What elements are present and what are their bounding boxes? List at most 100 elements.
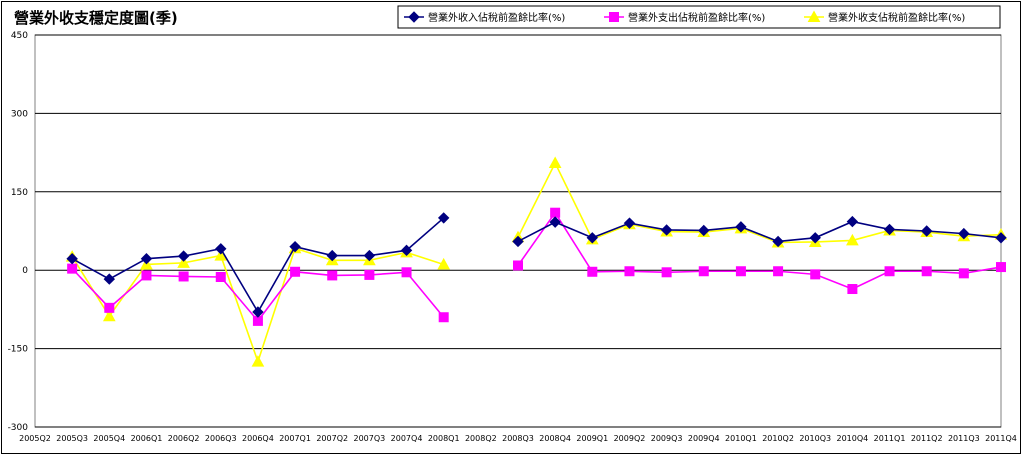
- data-point: [326, 249, 338, 262]
- x-tick-label: 2010Q3: [799, 434, 831, 443]
- x-tick-label: 2011Q2: [911, 434, 943, 443]
- data-point: [810, 269, 821, 280]
- series-3: [65, 156, 1008, 367]
- legend-marker: [408, 11, 420, 23]
- series-line: [517, 211, 1002, 290]
- data-point: [252, 306, 264, 318]
- data-point: [178, 271, 189, 282]
- data-point: [623, 217, 636, 229]
- data-point: [214, 249, 228, 261]
- y-tick-label: -300: [8, 423, 29, 433]
- y-tick-label: 300: [11, 109, 28, 119]
- x-tick-label: 2005Q2: [19, 434, 51, 443]
- x-tick-label: 2010Q4: [837, 434, 869, 443]
- legend-marker: [807, 10, 821, 22]
- y-tick-label: -150: [8, 345, 29, 355]
- chart-title: 營業外收支穩定度圖(季): [14, 9, 178, 27]
- data-point: [958, 268, 969, 279]
- data-point: [846, 215, 859, 228]
- data-point: [550, 207, 561, 218]
- data-point: [215, 271, 226, 282]
- data-point: [772, 235, 784, 248]
- x-tick-label: 2006Q2: [168, 434, 200, 443]
- data-point: [289, 240, 301, 253]
- data-point: [104, 302, 115, 313]
- x-tick-label: 2009Q1: [576, 434, 608, 443]
- x-tick-label: 2005Q4: [93, 434, 125, 443]
- data-point: [102, 309, 116, 322]
- data-point: [660, 224, 673, 236]
- data-point: [437, 212, 450, 224]
- x-tick-label: 2005Q3: [56, 434, 88, 443]
- data-point: [67, 263, 78, 274]
- legend-label: 營業外收入佔稅前盈餘比率(%): [428, 11, 565, 24]
- x-tick-label: 2007Q4: [391, 434, 423, 443]
- y-tick-label: 0: [22, 266, 28, 276]
- data-point: [809, 232, 821, 244]
- data-point: [586, 232, 599, 244]
- data-point: [624, 266, 635, 277]
- x-axis: 2005Q2 2005Q3 2005Q4 2006Q1 2006Q2 2006Q3 2006…: [19, 434, 1017, 443]
- data-point: [735, 266, 746, 277]
- y-tick-label: 150: [11, 188, 28, 198]
- data-point: [215, 243, 227, 255]
- x-tick-label: 2009Q4: [688, 434, 720, 443]
- data-point: [177, 250, 190, 262]
- data-point: [698, 224, 710, 237]
- x-tick-label: 2008Q4: [539, 434, 571, 443]
- x-tick-label: 2008Q1: [428, 434, 460, 443]
- legend-box: [397, 5, 1001, 29]
- x-tick-label: 2009Q2: [614, 434, 646, 443]
- data-point: [327, 270, 338, 281]
- legend: 營業外收入佔稅前盈餘比率(%) 營業外支出佔稅前盈餘比率(%) 營業外收支佔稅前盈餘…: [397, 5, 1001, 29]
- data-point: [846, 233, 859, 246]
- data-point: [884, 266, 895, 277]
- series-line: [71, 217, 445, 314]
- series-1: [66, 212, 1007, 318]
- series-line: [517, 161, 1002, 244]
- data-point: [401, 267, 412, 278]
- y-tick-label: 450: [11, 31, 28, 41]
- x-tick-label: 2006Q3: [205, 434, 237, 443]
- data-point: [364, 269, 375, 280]
- x-tick-label: 2011Q3: [948, 434, 980, 443]
- x-tick-label: 2008Q2: [465, 434, 497, 443]
- series-layer: [65, 156, 1008, 367]
- data-point: [587, 266, 598, 277]
- data-point: [437, 257, 451, 270]
- data-point: [252, 315, 263, 326]
- x-tick-label: 2007Q2: [316, 434, 348, 443]
- x-tick-label: 2010Q2: [762, 434, 794, 443]
- data-point: [996, 262, 1006, 273]
- data-point: [140, 252, 153, 265]
- data-point: [920, 225, 933, 237]
- series-line: [517, 220, 1002, 243]
- data-point: [400, 244, 413, 257]
- data-point: [548, 156, 562, 169]
- data-point: [921, 266, 932, 277]
- data-point: [290, 266, 301, 277]
- data-point: [661, 267, 672, 278]
- x-tick-label: 2006Q4: [242, 434, 274, 443]
- data-point: [549, 216, 561, 228]
- x-tick-label: 2006Q1: [131, 434, 163, 443]
- data-point: [698, 266, 709, 277]
- legend-marker: [609, 12, 619, 22]
- data-point: [177, 256, 190, 268]
- data-point: [735, 221, 747, 233]
- x-tick-label: 2009Q3: [651, 434, 683, 443]
- x-tick-label: 2011Q4: [985, 434, 1017, 443]
- data-point: [773, 266, 784, 277]
- data-point: [438, 312, 449, 323]
- x-tick-label: 2010Q1: [725, 434, 757, 443]
- data-point: [363, 249, 376, 262]
- x-tick-label: 2011Q1: [874, 434, 906, 443]
- data-point: [847, 284, 858, 295]
- data-point: [995, 232, 1007, 244]
- legend-label: 營業外支出佔稅前盈餘比率(%): [628, 11, 765, 24]
- data-point: [141, 270, 152, 281]
- y-axis: -300 -150 0 150 300 450: [8, 31, 29, 433]
- x-tick-label: 2007Q3: [354, 434, 386, 443]
